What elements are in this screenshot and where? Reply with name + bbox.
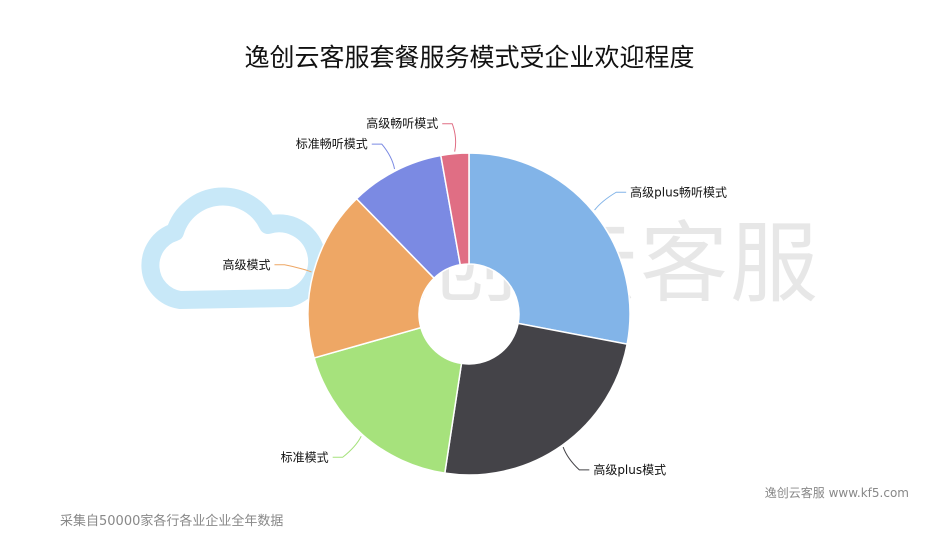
- slice-2: [313, 326, 463, 475]
- brand-credit: 逸创云客服 www.kf5.com: [764, 486, 909, 500]
- leader-line-0: [594, 191, 627, 211]
- slice-1: [443, 322, 629, 476]
- slice-5: [439, 152, 470, 266]
- leader-line-1: [562, 446, 590, 471]
- slice-3: [307, 197, 436, 359]
- slice-label-0: 高级plus畅听模式: [630, 184, 727, 199]
- chart-title: 逸创云客服套餐服务模式受企业欢迎程度: [244, 43, 695, 72]
- leader-line-4: [371, 143, 396, 170]
- data-source-note: 采集自50000家各行各业企业全年数据: [60, 514, 284, 529]
- slice-label-1: 高级plus模式: [593, 462, 666, 477]
- leader-line-5: [442, 123, 457, 152]
- slice-label-2: 标准模式: [281, 450, 329, 464]
- slice-label-5: 高级畅听模式: [366, 116, 438, 131]
- leader-line-2: [332, 436, 362, 458]
- leader-line-3: [274, 264, 312, 273]
- slice-label-4: 标准畅听模式: [296, 137, 368, 151]
- slice-0: [468, 152, 631, 346]
- slice-label-3: 高级模式: [222, 257, 270, 272]
